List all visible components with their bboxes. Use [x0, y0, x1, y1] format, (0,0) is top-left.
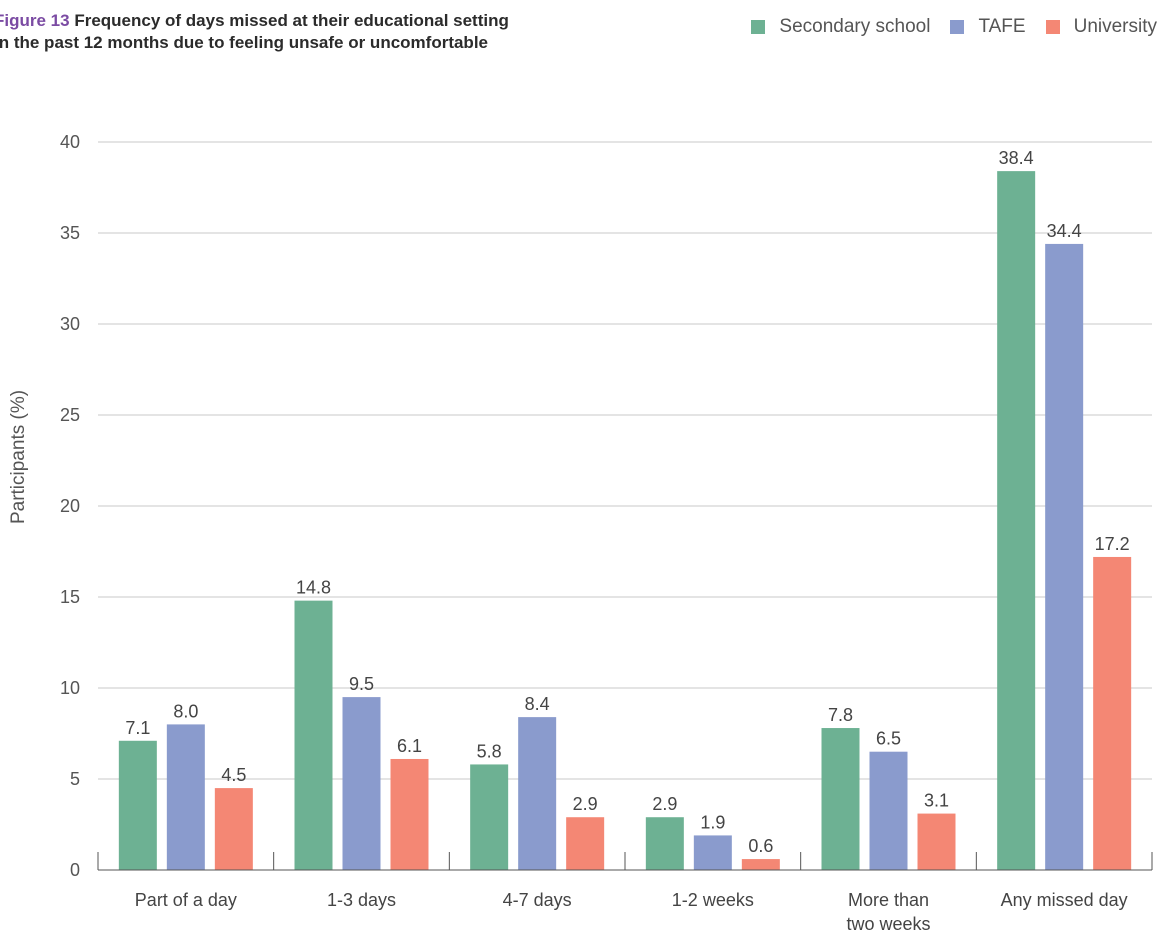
data-label: 38.4 [999, 148, 1034, 168]
data-label: 6.5 [876, 729, 901, 749]
bar [741, 859, 780, 870]
legend-item-secondary-school: Secondary school [751, 16, 930, 38]
data-label: 17.2 [1095, 534, 1130, 554]
legend-swatch [751, 20, 766, 34]
category-label-line: two weeks [846, 914, 930, 934]
category-label-line: More than [848, 890, 929, 910]
bar [294, 600, 333, 870]
data-label: 8.0 [173, 701, 198, 721]
legend-item-tafe: TAFE [950, 16, 1026, 38]
data-label: 1.9 [700, 812, 725, 832]
data-label: 9.5 [349, 674, 374, 694]
category-label-line: 4-7 days [503, 890, 572, 910]
legend-label: TAFE [978, 16, 1026, 37]
data-label: 6.1 [397, 736, 422, 756]
y-tick-label-20: 20 [60, 496, 80, 516]
legend-label: University [1073, 16, 1157, 37]
data-label: 2.9 [573, 794, 598, 814]
bar [390, 758, 429, 870]
bar [645, 817, 684, 870]
data-label: 4.5 [221, 765, 246, 785]
bar [997, 171, 1036, 870]
chart-title-text1: Frequency of days missed at their educat… [69, 11, 509, 30]
bar [166, 724, 205, 870]
bar [1093, 556, 1132, 870]
data-label: 14.8 [296, 578, 331, 598]
category-label: Part of a day [135, 890, 237, 910]
y-tick-label-40: 40 [60, 132, 80, 152]
figure-label: Figure 13 [0, 11, 70, 30]
category-labels: Part of a day 1-3 days 4-7 days 1-2 weeks Mo… [135, 890, 1128, 934]
x-axis [97, 852, 1153, 871]
data-label: 2.9 [652, 794, 677, 814]
legend-swatch [1045, 20, 1060, 34]
bar [1045, 243, 1084, 871]
bar [821, 728, 860, 870]
bar [214, 788, 253, 870]
y-axis-ticks: 0 5 10 15 20 25 30 35 40 [60, 132, 80, 880]
bar [342, 697, 381, 870]
gridlines [98, 141, 1152, 780]
legend-swatch [950, 20, 965, 34]
category-label: 1-2 weeks [672, 890, 754, 910]
y-tick-label-30: 30 [60, 314, 80, 334]
data-label: 34.4 [1047, 221, 1082, 241]
chart-title-line1: Figure 13 Frequency of days missed at th… [0, 10, 634, 32]
legend-item-university: University [1045, 16, 1157, 38]
data-labels: 7.1 8.0 4.5 14.8 9.5 6.1 5.8 8.4 2.9 2.9 1.9 0.6 7.8… [125, 148, 1129, 856]
category-label: More than two weeks [846, 890, 930, 934]
legend-label: Secondary school [779, 16, 931, 37]
category-label-line: 1-2 weeks [672, 890, 754, 910]
data-label: 8.4 [525, 694, 550, 714]
bar [518, 717, 557, 870]
data-label: 3.1 [924, 791, 949, 811]
bar [118, 740, 157, 870]
data-label: 5.8 [477, 741, 502, 761]
category-label: 4-7 days [503, 890, 572, 910]
y-tick-label-15: 15 [60, 587, 80, 607]
y-tick-label-0: 0 [70, 860, 80, 880]
bars [118, 171, 1132, 871]
bar [470, 764, 509, 870]
y-tick-label-5: 5 [70, 769, 80, 789]
category-label-line: Any missed day [1001, 890, 1128, 910]
y-axis-title: Participants (%) [8, 390, 29, 524]
chart-title: Figure 13 Frequency of days missed at th… [0, 10, 634, 54]
y-tick-label-35: 35 [60, 223, 80, 243]
data-label: 7.8 [828, 705, 853, 725]
category-label: 1-3 days [327, 890, 396, 910]
bar [869, 751, 908, 870]
category-label-line: 1-3 days [327, 890, 396, 910]
data-label: 7.1 [125, 718, 150, 738]
chart-legend: Secondary school TAFE University [731, 16, 1157, 38]
y-tick-label-10: 10 [60, 678, 80, 698]
y-tick-label-25: 25 [60, 405, 80, 425]
data-label: 0.6 [748, 836, 773, 856]
bar [917, 813, 956, 870]
bar [566, 817, 605, 870]
category-label: Any missed day [1001, 890, 1128, 910]
bar [693, 835, 732, 870]
category-label-line: Part of a day [135, 890, 237, 910]
chart-title-line2: in the past 12 months due to feeling uns… [0, 33, 488, 52]
